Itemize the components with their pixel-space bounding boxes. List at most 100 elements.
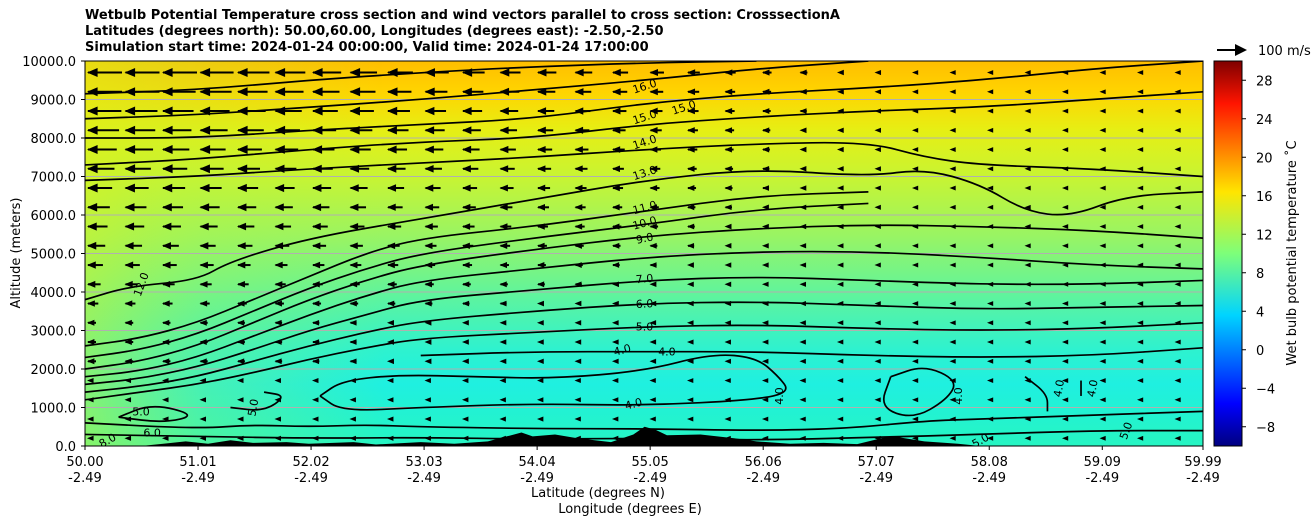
wind-vector xyxy=(87,261,103,269)
wind-vector xyxy=(312,358,320,365)
wind-vector xyxy=(274,68,306,78)
y-tick-label: 5000.0 xyxy=(31,248,77,263)
wind-vector xyxy=(1137,320,1144,326)
wind-vector xyxy=(424,106,447,116)
wind-vector xyxy=(349,261,362,269)
wind-vector xyxy=(574,68,593,77)
wind-vector xyxy=(124,125,156,135)
wind-vector xyxy=(424,203,440,211)
wind-vector xyxy=(462,281,471,288)
wind-vector xyxy=(274,87,304,97)
wind-vector xyxy=(162,435,169,441)
wind-vector xyxy=(1024,70,1031,75)
contour-label: 4.0 xyxy=(612,342,632,359)
wind-vector xyxy=(874,127,881,133)
wind-vector xyxy=(1062,301,1069,306)
wind-vector xyxy=(1099,416,1106,422)
wind-vector xyxy=(912,320,919,326)
wind-vector xyxy=(612,165,624,173)
wind-vector xyxy=(949,358,956,364)
wind-vector xyxy=(1062,185,1069,191)
wind-vector xyxy=(574,165,588,173)
wind-vector xyxy=(87,68,122,78)
wind-vector xyxy=(387,106,410,116)
wind-vector xyxy=(199,125,228,135)
contour-line xyxy=(85,410,1203,431)
wind-vector xyxy=(499,262,509,269)
wind-vector xyxy=(1174,127,1181,133)
wind-vector xyxy=(1062,224,1069,229)
wind-vector xyxy=(124,319,134,326)
wind-vector xyxy=(799,358,806,364)
wind-vector xyxy=(912,147,919,152)
x-axis-label-latitude: Latitude (degrees N) xyxy=(531,486,665,501)
wind-vector xyxy=(499,145,516,154)
wind-vector xyxy=(574,339,582,345)
wind-vector xyxy=(874,397,881,403)
wind-vector xyxy=(762,397,769,403)
wind-vector xyxy=(537,378,544,384)
wind-vector xyxy=(987,147,994,152)
wind-vector xyxy=(724,320,731,326)
wind-vector xyxy=(687,339,694,345)
wind-vector xyxy=(987,204,994,210)
contour-label: 10.0 xyxy=(631,214,658,233)
wind-vector xyxy=(837,243,844,249)
wind-vector xyxy=(87,280,101,288)
wind-vector xyxy=(687,69,700,76)
wind-vector xyxy=(237,242,253,250)
wind-vector xyxy=(1024,397,1031,403)
wind-vector xyxy=(949,339,956,345)
wind-vector xyxy=(349,87,376,97)
wind-vector xyxy=(987,89,994,95)
wind-vector xyxy=(1062,320,1069,326)
wind-vector xyxy=(612,378,619,384)
x-tick-label-lon: -2.49 xyxy=(1186,471,1220,486)
wind-vector xyxy=(1174,262,1181,268)
wind-vector xyxy=(762,165,770,172)
contour-line xyxy=(882,367,955,417)
wind-vector xyxy=(424,397,431,403)
wind-vector xyxy=(1137,435,1144,441)
wind-vector xyxy=(424,242,437,250)
wind-vector xyxy=(87,339,96,346)
wind-vector xyxy=(1174,358,1181,364)
contour-label: 4.0 xyxy=(773,387,786,405)
wind-vector xyxy=(687,242,695,249)
wind-vector xyxy=(387,145,408,154)
wind-vector xyxy=(837,127,844,133)
contour-line xyxy=(85,224,1203,370)
contour-label: 4.0 xyxy=(1085,379,1101,398)
wind-vector xyxy=(1174,185,1181,191)
wind-vector xyxy=(1024,127,1031,133)
wind-vector xyxy=(762,69,772,76)
contour-line xyxy=(230,391,282,411)
wind-vector xyxy=(1137,185,1144,191)
contour-line xyxy=(85,90,1203,166)
wind-vector xyxy=(1099,243,1106,249)
wind-vector xyxy=(762,378,769,384)
wind-vector xyxy=(799,320,806,326)
contour-line xyxy=(85,61,869,120)
wind-vector xyxy=(1174,70,1181,75)
wind-vector xyxy=(124,300,136,307)
wind-vector xyxy=(912,358,919,364)
wind-vector xyxy=(424,378,431,384)
wind-vector xyxy=(387,223,402,231)
wind-vector xyxy=(574,300,582,307)
wind-vector xyxy=(312,68,342,78)
wind-vector xyxy=(1174,397,1181,403)
wind-vector xyxy=(1099,204,1106,210)
wind-vector xyxy=(274,281,286,288)
wind-vector xyxy=(912,89,919,95)
wind-vector xyxy=(1024,108,1031,114)
wind-vector xyxy=(87,435,94,441)
wind-vector xyxy=(237,261,251,269)
wind-vector xyxy=(687,146,698,153)
wind-vector xyxy=(1137,397,1144,403)
wind-vector xyxy=(649,397,656,403)
wind-vector xyxy=(1137,166,1144,172)
wind-vector xyxy=(799,166,807,172)
wind-vector xyxy=(949,127,956,133)
wind-vector xyxy=(762,146,770,153)
